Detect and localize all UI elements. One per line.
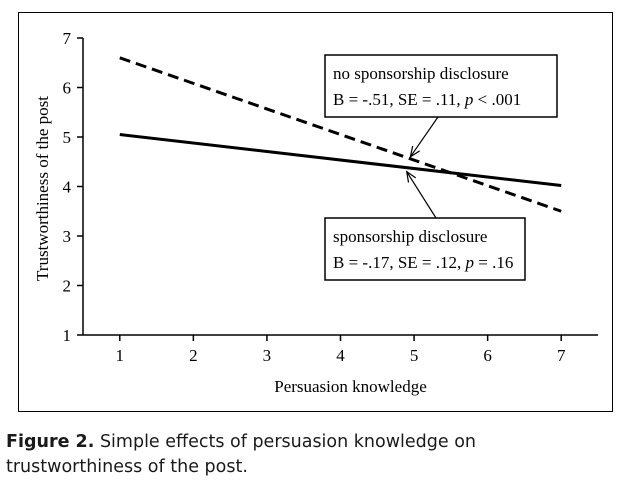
annotation-p-symbol: p bbox=[465, 253, 475, 272]
tick-labels: 1 2 3 4 5 6 7 1 2 3 4 5 6 7 bbox=[63, 29, 566, 365]
annotation-arrow bbox=[406, 171, 437, 219]
annotation-stats: B = -.17, SE = .12, p = .16 bbox=[333, 253, 513, 272]
y-tick-label: 2 bbox=[63, 277, 72, 296]
x-tick-label: 4 bbox=[336, 346, 345, 365]
annotation-title: sponsorship disclosure bbox=[333, 227, 487, 246]
y-tick-label: 5 bbox=[63, 128, 72, 147]
annotation-arrowhead bbox=[409, 145, 421, 159]
figure-caption: Figure 2. Simple effects of persuasion k… bbox=[6, 430, 566, 480]
annotation-title: no sponsorship disclosure bbox=[333, 64, 509, 83]
annotation-stats: B = -.51, SE = .11, p < .001 bbox=[333, 90, 521, 109]
annotation-p-value: < .001 bbox=[473, 90, 521, 109]
x-tick-label: 2 bbox=[189, 346, 198, 365]
annotation-1: sponsorship disclosure B = -.17, SE = .12… bbox=[324, 170, 526, 281]
y-tick-label: 7 bbox=[63, 29, 72, 48]
x-tick-label: 6 bbox=[483, 346, 492, 365]
annotation-0: no sponsorship disclosure B = -.51, SE = … bbox=[324, 54, 558, 159]
series-line-1 bbox=[119, 133, 562, 188]
annotations: no sponsorship disclosure B = -.51, SE = … bbox=[324, 54, 558, 281]
series-line-0 bbox=[119, 56, 562, 213]
annotation-p-value: = .16 bbox=[474, 253, 513, 272]
y-tick-label: 6 bbox=[63, 79, 72, 98]
x-tick-label: 1 bbox=[116, 346, 125, 365]
x-tick-label: 3 bbox=[263, 346, 272, 365]
y-tick-label: 4 bbox=[63, 178, 72, 197]
series-lines bbox=[119, 56, 562, 213]
caption-label: Figure 2. bbox=[6, 432, 95, 452]
annotation-arrow bbox=[409, 116, 439, 158]
y-axis-label: Trustworthiness of the post bbox=[33, 96, 52, 281]
annotation-arrowhead bbox=[405, 170, 417, 183]
annotation-p-symbol: p bbox=[464, 90, 474, 109]
x-axis-label: Persuasion knowledge bbox=[274, 377, 427, 396]
line-chart: 1 2 3 4 5 6 7 1 2 3 4 5 6 7 no sponsorship disclosure… bbox=[33, 29, 598, 396]
annotation-stats-prefix: B = -.51, SE = .11, bbox=[333, 90, 465, 109]
y-tick-label: 3 bbox=[63, 227, 72, 246]
annotation-box bbox=[324, 54, 558, 118]
axes bbox=[77, 37, 598, 341]
caption-text: Simple effects of persuasion knowledge o… bbox=[6, 432, 476, 477]
annotation-stats-prefix: B = -.17, SE = .12, bbox=[333, 253, 466, 272]
x-tick-label: 7 bbox=[557, 346, 566, 365]
x-tick-label: 5 bbox=[410, 346, 419, 365]
annotation-box bbox=[324, 217, 526, 281]
y-tick-label: 1 bbox=[63, 326, 72, 345]
